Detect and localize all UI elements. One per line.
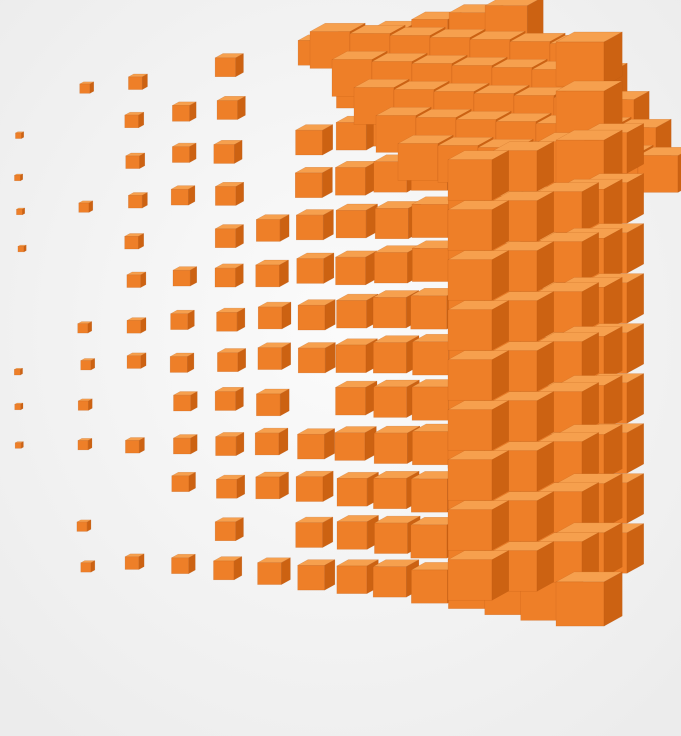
voxel-block <box>173 434 198 455</box>
voxel-block <box>126 317 147 334</box>
voxel-block <box>447 200 509 251</box>
voxel-block <box>14 441 24 449</box>
voxel-block <box>335 250 378 286</box>
voxel-block <box>217 348 246 373</box>
voxel-block <box>335 203 378 239</box>
voxel-block <box>14 173 24 182</box>
voxel-block <box>334 426 377 461</box>
voxel-block <box>76 519 92 532</box>
voxel-block <box>336 514 379 550</box>
voxel-block <box>295 470 334 502</box>
voxel-block <box>447 500 509 551</box>
voxel-block <box>257 342 291 370</box>
voxel-block <box>297 428 335 460</box>
voxel-block <box>14 367 23 376</box>
voxel-block <box>79 81 95 94</box>
voxel-block <box>16 207 25 216</box>
voxel-block <box>78 200 94 213</box>
voxel-block <box>336 559 379 595</box>
voxel-block <box>172 142 197 163</box>
voxel-block <box>255 471 289 500</box>
voxel-block <box>297 342 336 374</box>
voxel-block <box>216 307 246 332</box>
voxel-block <box>170 309 195 331</box>
voxel-block <box>447 400 509 451</box>
voxel-block <box>447 250 509 301</box>
voxel-block <box>172 266 198 287</box>
voxel-block <box>17 244 27 253</box>
voxel-block <box>257 557 291 585</box>
voxel-block <box>637 146 681 193</box>
voxel-block <box>80 358 96 371</box>
voxel-block <box>254 427 289 456</box>
voxel-block <box>215 181 244 206</box>
voxel-block <box>295 166 333 199</box>
voxel-block <box>77 437 93 451</box>
voxel-block <box>256 388 290 417</box>
voxel-block <box>336 293 379 329</box>
voxel-block <box>297 559 336 591</box>
voxel-block <box>537 182 599 233</box>
voxel-block <box>77 321 93 334</box>
voxel-block <box>173 391 198 412</box>
voxel-block <box>447 350 509 401</box>
voxel-block <box>297 299 336 331</box>
voxel-block <box>124 553 145 570</box>
voxel-block <box>256 214 290 242</box>
voxel-block <box>171 471 196 493</box>
voxel-block <box>216 474 245 499</box>
voxel-block <box>14 402 24 411</box>
voxel-block <box>336 471 379 507</box>
voxel-block <box>335 380 378 416</box>
voxel-block <box>126 271 147 288</box>
voxel-block <box>555 31 623 87</box>
voxel-block <box>125 437 145 454</box>
voxel-block <box>335 160 378 196</box>
voxel-block <box>80 560 96 573</box>
voxel-block <box>15 131 24 139</box>
voxel-block <box>213 139 243 164</box>
voxel-block <box>126 352 147 369</box>
voxel-block <box>214 53 244 78</box>
voxel-block <box>171 553 196 575</box>
voxel-block <box>296 209 334 241</box>
voxel-block <box>214 386 244 411</box>
voxel-block <box>214 224 244 249</box>
voxel-block <box>447 150 509 201</box>
voxel-block <box>555 571 623 627</box>
voxel-block <box>128 192 148 209</box>
voxel-block <box>447 450 509 501</box>
voxel-block <box>255 259 289 288</box>
voxel-block <box>128 73 148 90</box>
voxel-block <box>77 398 93 411</box>
voxel-block <box>124 111 145 129</box>
voxel-block <box>214 263 244 288</box>
voxel-block <box>257 301 292 330</box>
voxel-block <box>295 516 334 548</box>
voxel-block <box>125 152 146 169</box>
voxel-block <box>213 556 243 581</box>
voxel-block <box>169 352 195 373</box>
voxel-block <box>172 101 197 122</box>
voxel-block <box>447 550 509 601</box>
voxel-block <box>214 517 244 542</box>
voxel-block <box>215 432 245 457</box>
voxel-block <box>216 95 246 120</box>
voxel-block <box>335 338 378 374</box>
voxel-block <box>295 124 334 156</box>
voxel-block <box>296 252 335 284</box>
cube-cluster <box>14 0 681 627</box>
voxel-block <box>373 335 420 374</box>
voxel-block <box>447 300 509 351</box>
voxel-block <box>124 233 144 250</box>
voxel-block <box>170 185 196 206</box>
